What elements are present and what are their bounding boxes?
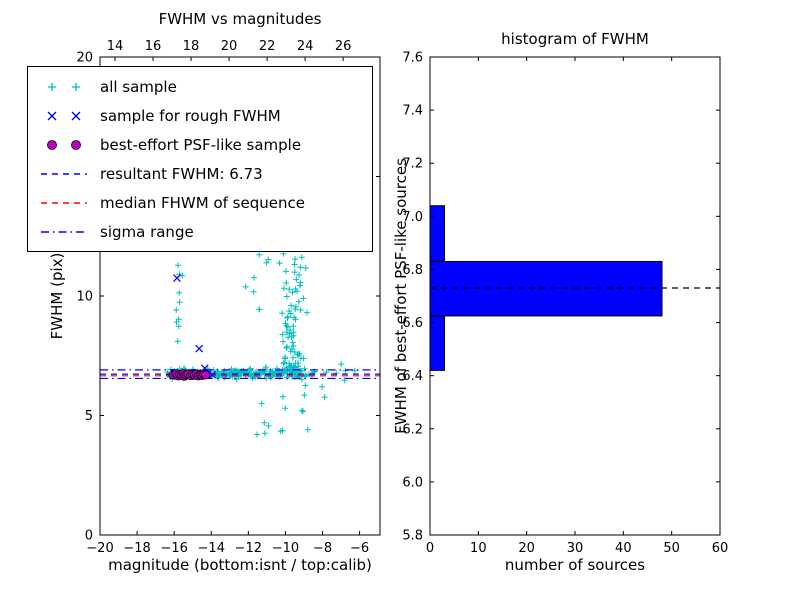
- svg-text:6.6: 6.6: [402, 316, 423, 331]
- svg-text:5: 5: [85, 409, 93, 424]
- svg-text:−10: −10: [272, 541, 299, 556]
- svg-text:−20: −20: [86, 541, 113, 556]
- svg-text:7.2: 7.2: [402, 157, 423, 172]
- left-plot-ylabel: FWHM (pix): [48, 252, 66, 340]
- scatter-psf-like-sample: [168, 369, 211, 381]
- svg-text:7.4: 7.4: [402, 104, 423, 119]
- legend-item: resultant FWHM: 6.73: [28, 159, 372, 188]
- legend-item: sample for rough FWHM: [28, 101, 372, 130]
- left-plot-ticks: −20 −18 −16 −14 −12 −10 −8 −6 14 16 18 20 22 24 26 0 5 10…: [76, 39, 380, 556]
- svg-text:−14: −14: [198, 541, 225, 556]
- legend-item: sigma range: [28, 217, 372, 246]
- svg-text:0: 0: [85, 529, 93, 544]
- svg-text:7.0: 7.0: [402, 210, 423, 225]
- svg-text:50: 50: [663, 541, 680, 556]
- svg-text:22: 22: [259, 39, 276, 54]
- legend: all sample sample for rough FWHM best-effo…: [27, 66, 373, 252]
- svg-text:20: 20: [518, 541, 535, 556]
- legend-item-label: median FHWM of sequence: [100, 193, 305, 212]
- legend-item-label: best-effort PSF-like sample: [100, 135, 302, 154]
- right-plot-ticks: 0 10 20 30 40 50 60 5.8 6.0 6.2 6.4 6.6 6.8 7.0 7.2 7.4…: [402, 51, 728, 557]
- legend-marker-circle-icon: [47, 139, 81, 150]
- svg-text:30: 30: [567, 541, 584, 556]
- legend-item-label: sample for rough FWHM: [100, 106, 281, 125]
- histogram-bar: [429, 260, 663, 317]
- svg-text:16: 16: [145, 39, 162, 54]
- right-plot-ylabel: FWHM of best-effort PSF-like sources: [392, 158, 410, 434]
- svg-text:6.2: 6.2: [402, 422, 423, 437]
- svg-text:26: 26: [335, 39, 352, 54]
- legend-item-label: resultant FWHM: 6.73: [100, 164, 263, 183]
- scatter-plot-area: [100, 209, 380, 438]
- left-plot-title: FWHM vs magnitudes: [158, 10, 322, 28]
- legend-marker-x-icon: [47, 111, 81, 120]
- legend-item-label: sigma range: [100, 222, 194, 241]
- legend-marker-plus-icon: [48, 82, 80, 91]
- svg-text:10: 10: [76, 290, 93, 305]
- svg-text:5.8: 5.8: [402, 529, 423, 544]
- svg-text:40: 40: [615, 541, 632, 556]
- legend-marker-line-dashed-icon: [41, 201, 87, 204]
- svg-text:60: 60: [712, 541, 729, 556]
- right-plot-title: histogram of FWHM: [501, 30, 649, 48]
- histogram-bar: [429, 315, 445, 371]
- svg-text:6.0: 6.0: [402, 475, 423, 490]
- right-plot-xlabel: number of sources: [504, 556, 646, 574]
- legend-item: best-effort PSF-like sample: [28, 130, 372, 159]
- svg-text:20: 20: [221, 39, 238, 54]
- svg-text:−6: −6: [350, 541, 369, 556]
- histogram-bar: [429, 205, 445, 262]
- legend-marker-line-dashed-icon: [41, 172, 87, 175]
- histogram-bars: [429, 205, 663, 371]
- svg-text:24: 24: [297, 39, 314, 54]
- svg-text:20: 20: [76, 51, 93, 66]
- svg-text:6.8: 6.8: [402, 263, 423, 278]
- svg-text:10: 10: [470, 541, 487, 556]
- svg-text:−16: −16: [160, 541, 187, 556]
- svg-text:−18: −18: [123, 541, 150, 556]
- svg-text:−8: −8: [313, 541, 332, 556]
- svg-text:−12: −12: [235, 541, 262, 556]
- svg-text:18: 18: [183, 39, 200, 54]
- svg-text:0: 0: [426, 541, 434, 556]
- left-plot-xlabel: magnitude (bottom:isnt / top:calib): [108, 556, 372, 574]
- legend-item: median FHWM of sequence: [28, 188, 372, 217]
- legend-marker-line-dashdot-icon: [41, 230, 87, 233]
- svg-text:14: 14: [107, 39, 124, 54]
- legend-item: all sample: [28, 72, 372, 101]
- legend-item-label: all sample: [100, 77, 177, 96]
- svg-text:7.6: 7.6: [402, 51, 423, 66]
- svg-text:6.4: 6.4: [402, 369, 423, 384]
